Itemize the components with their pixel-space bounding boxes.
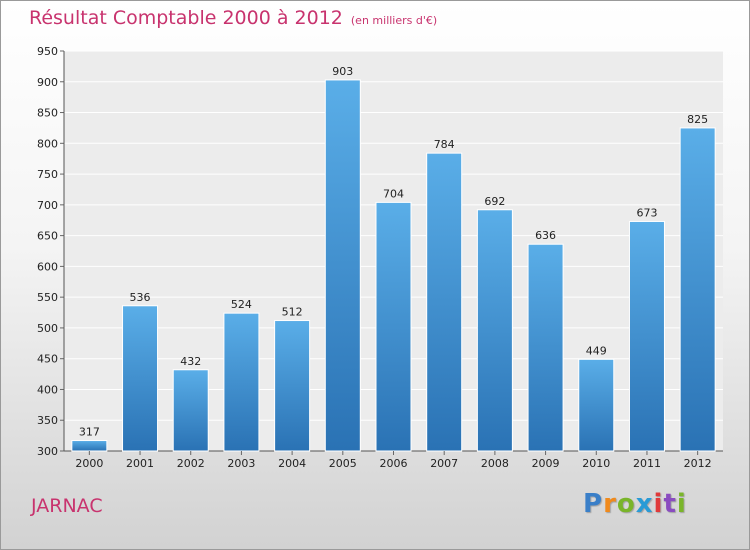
data-label-2009: 636: [535, 229, 556, 242]
x-tick-label: 2012: [684, 457, 712, 470]
y-tick-label: 450: [37, 353, 58, 366]
data-label-2005: 903: [332, 65, 353, 78]
y-tick-label: 600: [37, 260, 58, 273]
y-tick-label: 750: [37, 168, 58, 181]
x-tick-label: 2006: [380, 457, 408, 470]
y-tick-label: 300: [37, 445, 58, 458]
logo-letter: x: [635, 489, 654, 519]
bar-2009: [527, 243, 564, 452]
bar-2000: [71, 440, 108, 452]
y-tick-label: 350: [37, 414, 58, 427]
logo-letter: r: [603, 489, 617, 519]
bar-2001: [122, 305, 159, 452]
bar-2012: [679, 127, 716, 452]
x-tick-label: 2009: [532, 457, 560, 470]
data-label-2008: 692: [484, 195, 505, 208]
data-label-2003: 524: [231, 298, 252, 311]
logo-letter: i: [653, 489, 664, 519]
data-label-2000: 317: [79, 426, 100, 439]
unit-note: (en milliers d'€): [350, 14, 438, 27]
data-label-2004: 512: [282, 306, 303, 319]
bar-2004: [274, 320, 311, 452]
y-tick-label: 500: [37, 322, 58, 335]
data-label-2006: 704: [383, 187, 404, 200]
y-tick-label: 650: [37, 230, 58, 243]
data-label-2001: 536: [130, 291, 151, 304]
bar-2006: [375, 201, 412, 452]
place-name: JARNAC: [31, 495, 103, 517]
y-tick-label: 700: [37, 199, 58, 212]
logo-letter: P: [583, 489, 604, 519]
bar-2007: [426, 152, 463, 452]
data-label-2007: 784: [434, 138, 455, 151]
x-tick-label: 2010: [582, 457, 610, 470]
x-tick-label: 2011: [633, 457, 661, 470]
data-label-2002: 432: [180, 355, 201, 368]
logo-letter: i: [676, 489, 687, 519]
data-label-2011: 673: [636, 206, 657, 219]
x-tick-label: 2003: [227, 457, 255, 470]
y-tick-label: 800: [37, 137, 58, 150]
x-tick-label: 2001: [126, 457, 154, 470]
chart-title-text: Résultat Comptable 2000 à 2012: [29, 7, 343, 29]
y-tick-label: 950: [37, 45, 58, 58]
x-tick-label: 2008: [481, 457, 509, 470]
bar-2003: [223, 312, 260, 452]
y-tick-label: 850: [37, 107, 58, 120]
bar-2011: [628, 220, 665, 452]
x-tick-label: 2007: [430, 457, 458, 470]
y-tick-label: 900: [37, 76, 58, 89]
logo-letter: o: [616, 489, 636, 519]
data-label-2012: 825: [687, 113, 708, 126]
x-tick-label: 2000: [75, 457, 103, 470]
y-tick-label: 400: [37, 383, 58, 396]
logo-letter: t: [663, 489, 677, 519]
x-tick-label: 2005: [329, 457, 357, 470]
y-tick-label: 550: [37, 291, 58, 304]
data-label-2010: 449: [586, 344, 607, 357]
proxiti-logo: Proxiti: [583, 489, 687, 519]
chart-title: Résultat Comptable 2000 à 2012 (en millie…: [29, 7, 437, 29]
x-tick-label: 2004: [278, 457, 306, 470]
bar-2002: [172, 369, 209, 452]
bar-2005: [324, 79, 361, 452]
x-tick-label: 2002: [177, 457, 205, 470]
bar-2010: [578, 358, 615, 452]
bar-2008: [476, 209, 513, 452]
